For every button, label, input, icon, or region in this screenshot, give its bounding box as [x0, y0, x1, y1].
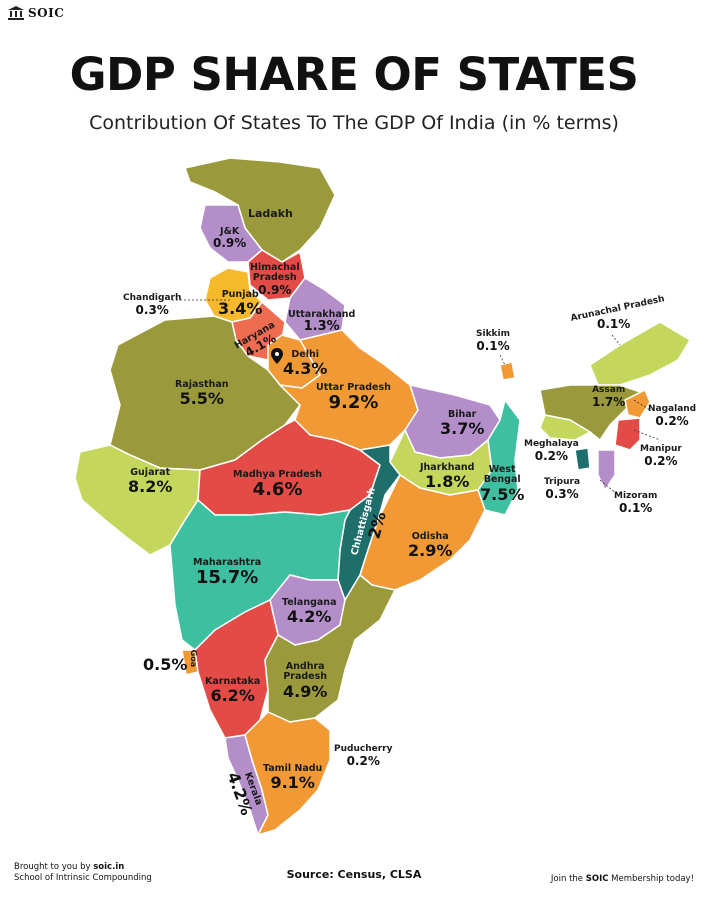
- label-maharashtra: Maharashtra 15.7%: [193, 557, 262, 589]
- label-telangana: Telangana 4.2%: [282, 597, 337, 627]
- brought-by-text: Brought to you by: [14, 862, 91, 872]
- region-ladakh: [184, 157, 336, 263]
- label-ladakh: Ladakh: [248, 207, 293, 220]
- label-mp: Madhya Pradesh 4.6%: [233, 469, 323, 501]
- site-link[interactable]: soic.in: [93, 862, 125, 872]
- label-tn: Tamil Nadu 9.1%: [263, 763, 323, 793]
- region-wb: [477, 399, 521, 516]
- region-nagaland: [624, 389, 651, 419]
- membership-cta: Join the SOIC Membership today!: [550, 874, 694, 884]
- region-arunachal: [589, 321, 691, 386]
- building-icon: [8, 6, 24, 20]
- label-puducherry: Puducherry 0.2%: [334, 744, 393, 768]
- label-meghalaya: Meghalaya 0.2%: [524, 439, 579, 463]
- label-goa-value: 0.5%: [143, 655, 188, 674]
- region-meghalaya: [539, 414, 591, 441]
- brand-logo: SOIC: [8, 6, 64, 20]
- label-himachal: Himachal Pradesh 0.9%: [250, 262, 300, 297]
- label-assam: Assam 1.7%: [592, 385, 626, 409]
- label-manipur: Manipur 0.2%: [640, 444, 682, 468]
- label-andhra: Andhra Pradesh 4.9%: [283, 661, 328, 701]
- label-karnataka: Karnataka 6.2%: [205, 676, 261, 706]
- label-tripura: Tripura 0.3%: [544, 477, 581, 501]
- label-goa: Goa: [189, 649, 199, 668]
- region-tn: [244, 711, 331, 836]
- label-up: Uttar Pradesh 9.2%: [316, 382, 391, 414]
- label-rajasthan: Rajasthan 5.5%: [175, 379, 229, 409]
- region-mizoram: [597, 449, 616, 491]
- label-mizoram: Mizoram 0.1%: [614, 491, 658, 515]
- label-gujarat: Gujarat 8.2%: [128, 467, 173, 497]
- label-uttarakhand: Uttarakhand 1.3%: [288, 309, 356, 335]
- region-manipur: [614, 417, 641, 451]
- leader-manipur: [633, 429, 661, 441]
- region-tripura: [574, 447, 591, 471]
- page-title: GDP SHARE OF STATES: [69, 48, 639, 101]
- delhi-pin-icon: [271, 348, 283, 364]
- leader-nagaland: [633, 399, 651, 411]
- label-delhi: Delhi 4.3%: [283, 349, 328, 379]
- region-andhra: [264, 574, 396, 723]
- leader-sikkim: [499, 354, 506, 366]
- org-name: School of Intrinsic Compounding: [14, 873, 152, 884]
- source-text: Source: Census, CLSA: [286, 868, 422, 881]
- label-odisha: Odisha 2.9%: [408, 531, 453, 561]
- label-punjab: Punjab 3.4%: [218, 289, 263, 319]
- page-subtitle: Contribution Of States To The GDP Of Ind…: [89, 112, 619, 134]
- label-wb: West Bengal 7.5%: [480, 464, 525, 504]
- label-arunachal-value: 0.1%: [597, 317, 631, 331]
- label-nagaland: Nagaland 0.2%: [648, 404, 697, 428]
- leader-arunachal: [611, 334, 621, 346]
- footer-credit: Brought to you by soic.in School of Intr…: [14, 862, 152, 884]
- brand-name: SOIC: [28, 6, 65, 20]
- label-bihar: Bihar 3.7%: [440, 409, 485, 439]
- label-jk: J&K 0.9%: [213, 226, 247, 251]
- label-chandigarh: Chandigarh 0.3%: [123, 293, 182, 317]
- label-jharkhand: Jharkhand 1.8%: [420, 462, 475, 492]
- region-sikkim: [499, 361, 516, 381]
- label-sikkim: Sikkim 0.1%: [476, 329, 511, 353]
